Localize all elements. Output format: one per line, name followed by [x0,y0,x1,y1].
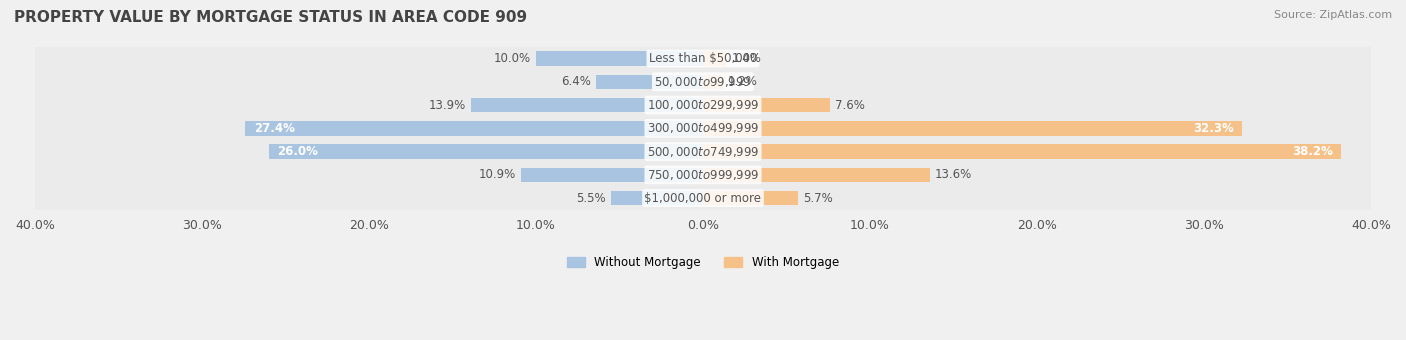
Bar [596,74,703,89]
Text: Less than $50,000: Less than $50,000 [648,52,758,65]
Bar [703,191,799,205]
Bar [35,187,1371,210]
Legend: Without Mortgage, With Mortgage: Without Mortgage, With Mortgage [562,252,844,274]
Bar [471,98,703,112]
Bar [246,121,703,136]
Bar [536,51,703,66]
Text: 5.7%: 5.7% [803,192,832,205]
Text: $1,000,000 or more: $1,000,000 or more [644,192,762,205]
Bar [703,144,1341,159]
Text: $50,000 to $99,999: $50,000 to $99,999 [654,75,752,89]
Text: $100,000 to $299,999: $100,000 to $299,999 [647,98,759,112]
Bar [703,74,723,89]
Bar [35,70,1371,94]
Bar [612,191,703,205]
Bar [703,168,931,182]
Text: 10.9%: 10.9% [478,168,516,181]
Text: 7.6%: 7.6% [835,99,865,112]
Bar [703,98,830,112]
Text: PROPERTY VALUE BY MORTGAGE STATUS IN AREA CODE 909: PROPERTY VALUE BY MORTGAGE STATUS IN ARE… [14,10,527,25]
Text: Source: ZipAtlas.com: Source: ZipAtlas.com [1274,10,1392,20]
Bar [35,47,1371,70]
Text: 13.6%: 13.6% [935,168,973,181]
Bar [703,121,1243,136]
Bar [35,117,1371,140]
Bar [522,168,703,182]
Text: 32.3%: 32.3% [1194,122,1234,135]
Bar [35,163,1371,187]
Text: 26.0%: 26.0% [277,145,318,158]
Bar [269,144,703,159]
Text: 5.5%: 5.5% [576,192,606,205]
Text: 1.4%: 1.4% [731,52,761,65]
Text: $500,000 to $749,999: $500,000 to $749,999 [647,144,759,158]
Text: 13.9%: 13.9% [429,99,465,112]
Text: 1.2%: 1.2% [728,75,758,88]
Bar [35,140,1371,163]
Text: $300,000 to $499,999: $300,000 to $499,999 [647,121,759,135]
Text: 27.4%: 27.4% [253,122,295,135]
Text: $750,000 to $999,999: $750,000 to $999,999 [647,168,759,182]
Bar [703,51,727,66]
Text: 10.0%: 10.0% [494,52,531,65]
Text: 38.2%: 38.2% [1292,145,1333,158]
Text: 6.4%: 6.4% [561,75,591,88]
Bar [35,94,1371,117]
